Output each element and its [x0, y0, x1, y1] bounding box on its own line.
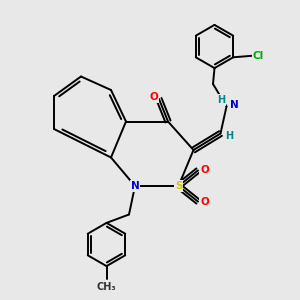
Text: H: H [217, 95, 225, 105]
Text: O: O [200, 165, 209, 176]
Text: N: N [230, 100, 238, 110]
Text: H: H [225, 131, 233, 141]
Text: Cl: Cl [253, 51, 264, 61]
Text: O: O [149, 92, 158, 103]
Text: S: S [175, 181, 182, 191]
Text: O: O [200, 196, 209, 207]
Text: N: N [130, 181, 140, 191]
Text: CH₃: CH₃ [97, 282, 116, 292]
